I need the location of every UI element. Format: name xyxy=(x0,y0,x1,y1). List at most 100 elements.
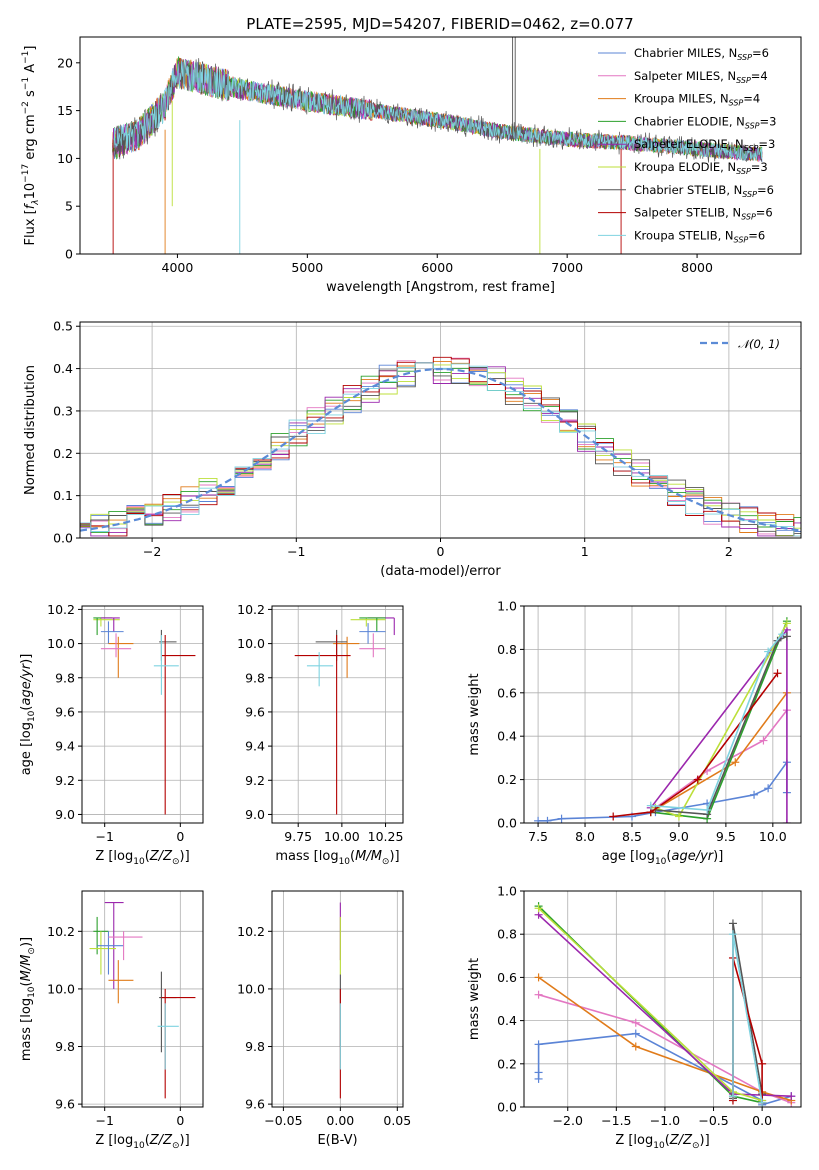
line-salpeter_miles xyxy=(655,709,788,809)
spectrum-lines xyxy=(112,37,763,254)
marker-salpeter_elodie xyxy=(782,819,791,823)
x-tick-label: 4000 xyxy=(162,260,194,275)
hist-salpeter_miles xyxy=(80,357,801,537)
legend-text: =3 xyxy=(751,160,768,174)
marker-salpeter_stelib xyxy=(609,812,618,821)
x-label-part: Z [log xyxy=(95,1133,133,1148)
legend-sub: SSP xyxy=(736,76,751,85)
y-tick-label: 0.3 xyxy=(53,403,73,418)
point-chabrier_miles xyxy=(359,623,386,644)
marker-kroupa_elodie xyxy=(782,619,791,628)
y-tick-label: 0.2 xyxy=(497,772,517,787)
x-tick-label: 8.0 xyxy=(575,829,595,844)
y-label-sub: ⊙ xyxy=(27,947,37,955)
x-tick-label: −0.05 xyxy=(264,1113,302,1128)
y-tick-label: 10.2 xyxy=(47,924,75,939)
x-axis-label: E(B-V) xyxy=(317,1133,357,1148)
spectrum-kroupa_stelib xyxy=(112,59,763,162)
legend-text: =3 xyxy=(760,114,777,128)
point-salpeter_stelib xyxy=(161,635,196,815)
legend-sub: SSP xyxy=(736,167,751,176)
y-label-part: age [log xyxy=(19,722,34,775)
y-axis-label: mass [log10(M/M⊙)] xyxy=(19,937,37,1061)
x-tick-label: −1 xyxy=(95,829,113,844)
legend-text: =6 xyxy=(756,206,773,220)
legend-text: =3 xyxy=(758,137,775,151)
x-axis-label: Z [log10(Z/Z⊙)] xyxy=(95,849,189,867)
x-label-part: )] xyxy=(713,849,723,864)
y-tick-label: 9.6 xyxy=(55,1097,75,1112)
x-label-sub: ⊙ xyxy=(172,857,180,867)
legend-text: Chabrier MILES, N xyxy=(634,46,737,60)
y-tick-label: 0.4 xyxy=(497,729,517,744)
x-tick-label: −1.0 xyxy=(650,1113,680,1128)
series-lines xyxy=(534,902,796,1107)
marker-kroupa_stelib xyxy=(758,1098,767,1107)
y-tick-label: 5 xyxy=(65,199,73,214)
legend-text: Chabrier STELIB, N xyxy=(634,183,742,197)
x-label-part: ( xyxy=(665,1133,670,1148)
x-label-sub: 10 xyxy=(653,1141,665,1151)
legend-text: =6 xyxy=(748,228,765,242)
y-tick-label: 10.0 xyxy=(237,636,265,651)
y-tick-label: 9.6 xyxy=(245,1097,265,1112)
x-label-part: Z/Z xyxy=(149,849,173,864)
axes-frame xyxy=(79,36,802,255)
legend-text: Salpeter STELIB, N xyxy=(634,206,741,220)
legend-text: Salpeter ELODIE, N xyxy=(634,137,744,151)
point-salpeter_elodie xyxy=(368,617,395,636)
y-tick-label: 15 xyxy=(57,103,73,118)
x-tick-label: 8.5 xyxy=(622,829,642,844)
x-label-part: )] xyxy=(180,1133,190,1148)
x-label-part: age [log xyxy=(602,849,655,864)
marker-chabrier_miles xyxy=(534,816,543,823)
hist-legend: 𝒩(0, 1) xyxy=(700,337,780,351)
x-tick-label: 6000 xyxy=(421,260,453,275)
marker-kroupa_stelib xyxy=(778,630,787,639)
point-kroupa_elodie xyxy=(89,931,117,975)
point-kroupa_stelib xyxy=(306,652,334,687)
legend-text: Kroupa MILES, N xyxy=(634,92,729,106)
legend-label-kroupa_miles: Kroupa MILES, NSSP=4 xyxy=(634,92,760,108)
marker-kroupa_stelib xyxy=(703,805,712,814)
y-tick-label: 0.0 xyxy=(497,816,517,831)
y-tick-label: 0.8 xyxy=(497,927,517,942)
y-tick-label: 1.0 xyxy=(497,599,517,614)
x-label-part: )] xyxy=(389,849,399,864)
legend-label-normal: 𝒩(0, 1) xyxy=(738,337,780,351)
y-tick-label: 0.2 xyxy=(53,446,73,461)
x-label-part: )] xyxy=(700,1133,710,1148)
legend-sub: SSP xyxy=(744,144,759,153)
point-kroupa_miles xyxy=(108,636,134,678)
marker-chabrier_miles xyxy=(750,790,759,799)
marker-kroupa_miles xyxy=(631,1042,640,1051)
y-tick-label: 0.6 xyxy=(497,685,517,700)
marker-chabrier_miles xyxy=(534,1040,543,1049)
marker-salpeter_miles xyxy=(631,1018,640,1027)
y-label-part: Flux [ xyxy=(23,209,38,245)
marker-kroupa_stelib xyxy=(728,930,737,939)
y-tick-label: 9.6 xyxy=(55,704,75,719)
marker-salpeter_stelib xyxy=(758,1059,767,1068)
y-tick-label: 0.1 xyxy=(53,488,73,503)
x-axis-label: Z [log10(Z/Z⊙)] xyxy=(615,1133,709,1151)
marker-chabrier_miles xyxy=(631,1029,640,1038)
marker-chabrier_miles xyxy=(764,784,773,793)
x-tick-label: 9.0 xyxy=(669,829,689,844)
point-kroupa_stelib xyxy=(157,1003,179,1070)
y-label-sub: 10 xyxy=(27,986,37,998)
marker-kroupa_stelib xyxy=(646,801,655,810)
x-tick-label: 8000 xyxy=(681,260,713,275)
x-tick-label: 10.25 xyxy=(368,829,404,844)
panel-residual-hist: −2 −1 0 1 2 0.0 0.1 0.2 0.3 0.4 0.5 (data-model)/er… xyxy=(23,319,802,579)
y-axis-label: age [log10(age/yr)] xyxy=(19,654,37,776)
point-salpeter_miles xyxy=(359,633,386,658)
panel-mass-vs-ebv: −0.05 0.00 0.05 9.6 9.8 10.0 10.2 E(B-V) xyxy=(237,890,411,1148)
x-tick-label: 0.0 xyxy=(752,1113,772,1128)
errorbars xyxy=(89,901,196,1099)
x-label-part: ( xyxy=(350,849,355,864)
y-tick-label: 10.0 xyxy=(237,981,265,996)
x-axis-label: Z [log10(Z/Z⊙)] xyxy=(95,1133,189,1151)
x-tick-label: 1 xyxy=(581,544,589,559)
axes-frame xyxy=(81,605,204,824)
